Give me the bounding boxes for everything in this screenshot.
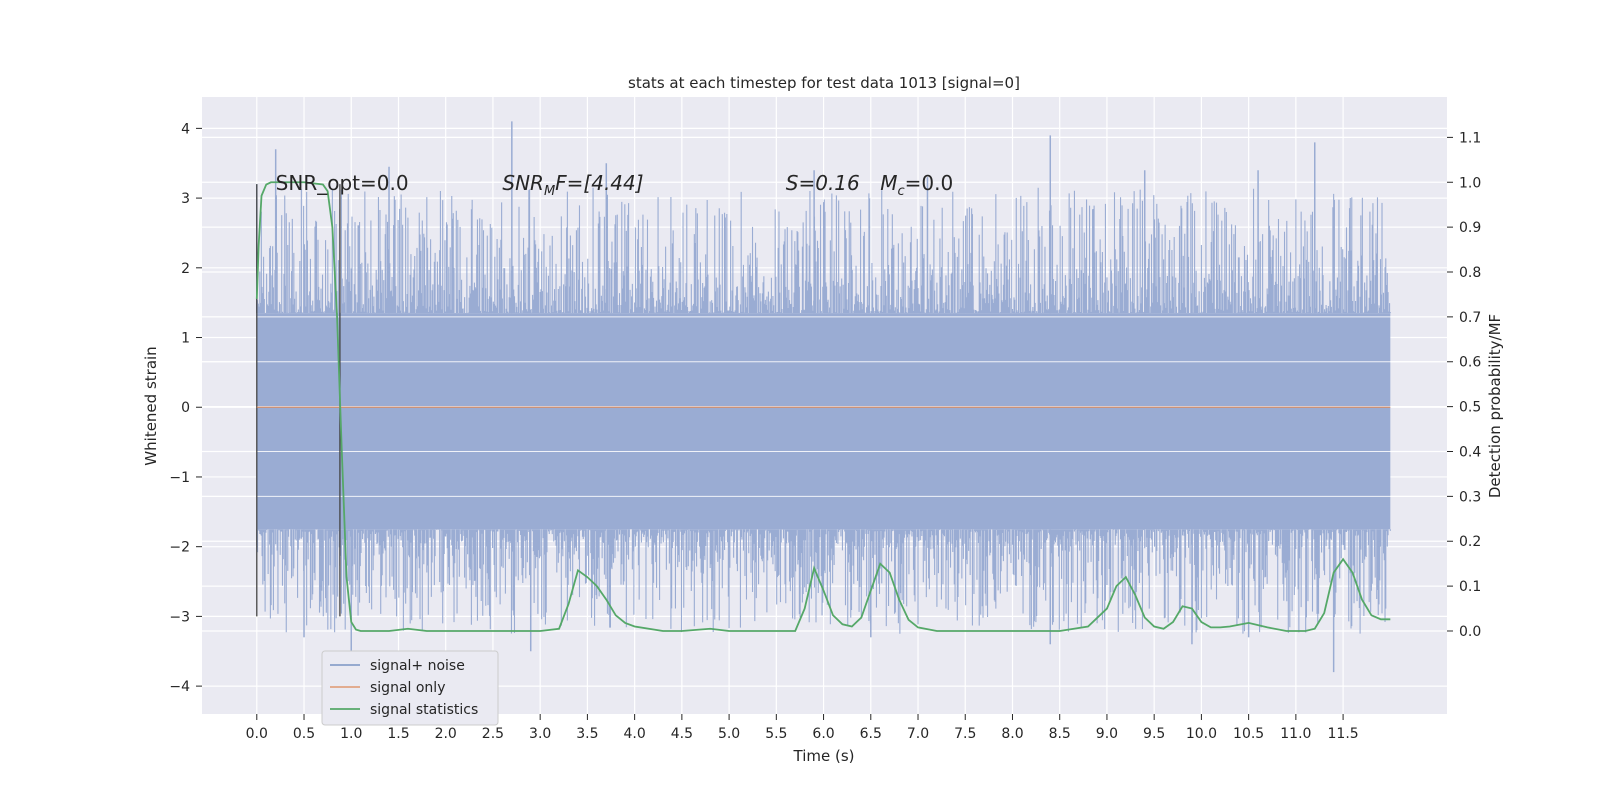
x-tick-label: 1.0 (340, 726, 362, 742)
y2-tick-label: 0.8 (1459, 265, 1481, 281)
signal-statistics-line (255, 181, 1391, 632)
y2-tick-label: 1.0 (1459, 175, 1481, 191)
x-tick-label: 11.5 (1328, 726, 1359, 742)
y-tick-label: 2 (181, 261, 190, 277)
x-tick-label: 9.0 (1096, 726, 1118, 742)
x-tick-label: 7.0 (907, 726, 929, 742)
y-tick-label: 0 (181, 400, 190, 416)
y2-tick-label: 0.5 (1459, 400, 1481, 416)
x-tick-label: 7.5 (954, 726, 976, 742)
y2-tick-label: 0.0 (1459, 624, 1481, 640)
y2-tick-label: 0.1 (1459, 579, 1481, 595)
x-tick-label: 3.5 (576, 726, 598, 742)
y-tick-label: −1 (169, 470, 190, 486)
x-tick-label: 5.0 (718, 726, 740, 742)
y2-tick-label: 0.7 (1459, 310, 1481, 326)
x-tick-label: 9.5 (1143, 726, 1165, 742)
y2-tick-label: 0.2 (1459, 534, 1481, 550)
y2-tick-label: 1.1 (1459, 130, 1481, 146)
y2-tick-label: 0.9 (1459, 220, 1481, 236)
x-tick-label: 8.5 (1049, 726, 1071, 742)
y-tick-label: −2 (169, 540, 190, 556)
x-tick-label: 3.0 (529, 726, 551, 742)
chart-marks (255, 181, 1391, 632)
y2-tick-label: 0.3 (1459, 489, 1481, 505)
x-tick-label: 5.5 (765, 726, 787, 742)
y-tick-label: 1 (181, 331, 190, 347)
annotation-text: S=0.16 (786, 171, 860, 195)
x-tick-label: 10.0 (1186, 726, 1217, 742)
chart-title: stats at each timestep for test data 101… (628, 74, 1020, 92)
x-tick-label: 0.0 (246, 726, 268, 742)
x-tick-label: 4.0 (623, 726, 645, 742)
y2-tick-label: 0.6 (1459, 355, 1481, 371)
y2-tick-label: 0.4 (1459, 444, 1481, 460)
y-tick-label: 3 (181, 191, 190, 207)
x-tick-label: 11.0 (1280, 726, 1311, 742)
x-tick-label: 2.5 (482, 726, 504, 742)
ticks: 0.0 0.5 1.0 1.5 2.0 2.5 3.0 3.5 4.0 4.5 5.0 5.5 6.0 6… (169, 121, 1481, 742)
y2-axis-label: Detection probability/MF (1486, 314, 1504, 498)
noise-core-band (256, 313, 1391, 530)
x-tick-label: 8.0 (1001, 726, 1023, 742)
x-tick-label: 0.5 (293, 726, 315, 742)
x-tick-label: 4.5 (671, 726, 693, 742)
x-tick-label: 10.5 (1233, 726, 1264, 742)
y-tick-label: −3 (169, 609, 190, 625)
x-axis-label: Time (s) (793, 747, 855, 765)
annotation-text: SNR_opt=0.0 (276, 171, 409, 195)
x-tick-label: 2.0 (435, 726, 457, 742)
y-tick-label: 4 (181, 121, 190, 137)
legend-box (321, 650, 499, 726)
x-tick-label: 6.0 (812, 726, 834, 742)
legend-label: signal+ noise (370, 658, 465, 674)
annotations: SNR_opt=0.0 SNRMF=[4.44] S=0.16 Mc=0.0 (276, 171, 954, 199)
annotation-text: Mc=0.0 (880, 171, 953, 199)
y-tick-label: −4 (169, 679, 190, 695)
legend-label: signal statistics (370, 702, 478, 718)
signal-noise-series (202, 121, 1447, 673)
legend-label: signal only (370, 680, 445, 696)
annotation-text: SNRMF=[4.44] (502, 171, 643, 199)
x-tick-label: 6.5 (860, 726, 882, 742)
y-axis-label: Whitened strain (142, 346, 160, 465)
legend: signal+ noise signal only signal statistic… (321, 650, 499, 726)
x-tick-label: 1.5 (387, 726, 409, 742)
